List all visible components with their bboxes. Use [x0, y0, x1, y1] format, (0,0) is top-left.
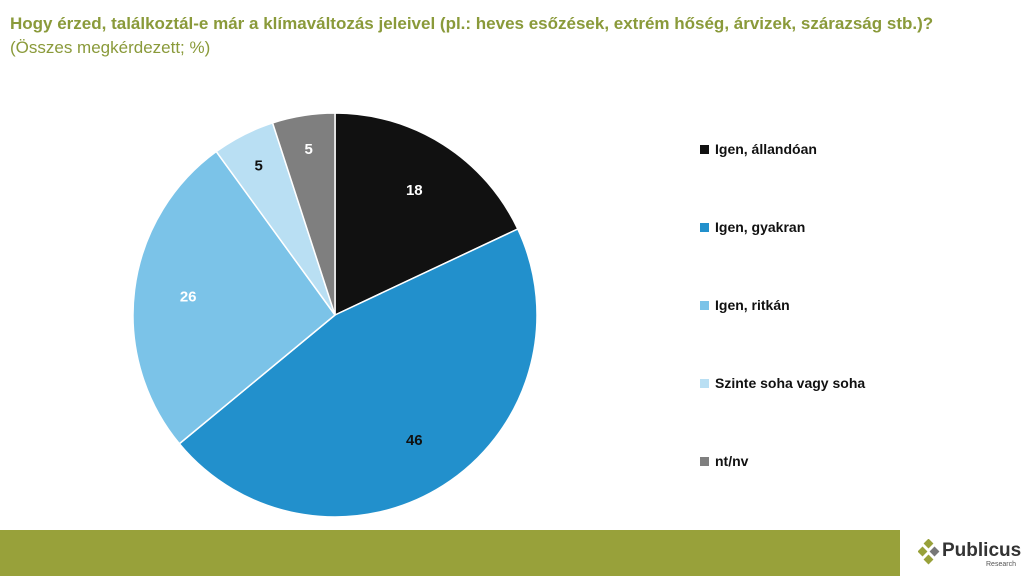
- pie-slice-igen-ritkan: [132, 150, 337, 445]
- legend-swatch: [700, 223, 709, 232]
- legend-label: Igen, állandóan: [715, 141, 817, 157]
- footer-band: [0, 530, 900, 576]
- logo-subtext: Research: [986, 561, 1016, 568]
- legend-item-nt-nv: nt/nv: [700, 452, 865, 530]
- chart-subtitle: (Összes megkérdezett; %): [10, 38, 211, 57]
- legend-label: Igen, ritkán: [715, 297, 790, 313]
- legend-swatch: [700, 145, 709, 154]
- publicus-logo: Publicus Research: [918, 537, 1024, 571]
- pie-slice-igen-gyakran: [178, 227, 538, 518]
- chart-question: Hogy érzed, találkoztál-e már a klímavál…: [10, 14, 934, 33]
- legend-swatch: [700, 379, 709, 388]
- pie-slice-nt-nv: [271, 112, 336, 316]
- data-label-igen-gyakran: 46: [406, 432, 423, 449]
- legend-item-igen-allandoan: Igen, állandóan: [700, 140, 865, 218]
- legend-label: Szinte soha vagy soha: [715, 375, 866, 391]
- pie-slice-igen-allandoan: [334, 112, 519, 317]
- chart-title: Hogy érzed, találkoztál-e már a klímavál…: [10, 12, 970, 60]
- chart-legend: Igen, állandóan Igen, gyakran Igen, ritkán…: [700, 140, 865, 530]
- legend-swatch: [700, 301, 709, 310]
- pie-chart: 18 46 26 5 5: [132, 112, 538, 518]
- legend-item-igen-ritkan: Igen, ritkán: [700, 296, 865, 374]
- legend-label: Igen, gyakran: [715, 219, 806, 235]
- data-label-szinte-soha-vagy-soha: 5: [255, 157, 263, 174]
- diamond-cluster-icon: [918, 539, 940, 565]
- legend-label: nt/nv: [715, 453, 749, 469]
- legend-item-igen-gyakran: Igen, gyakran: [700, 218, 865, 296]
- legend-item-szinte-soha-vagy-soha: Szinte soha vagy soha: [700, 374, 865, 452]
- logo-text: Publicus: [942, 540, 1022, 561]
- legend-swatch: [700, 457, 709, 466]
- data-label-igen-ritkan: 26: [180, 288, 197, 305]
- data-label-igen-allandoan: 18: [406, 182, 423, 199]
- data-label-nt-nv: 5: [305, 141, 313, 158]
